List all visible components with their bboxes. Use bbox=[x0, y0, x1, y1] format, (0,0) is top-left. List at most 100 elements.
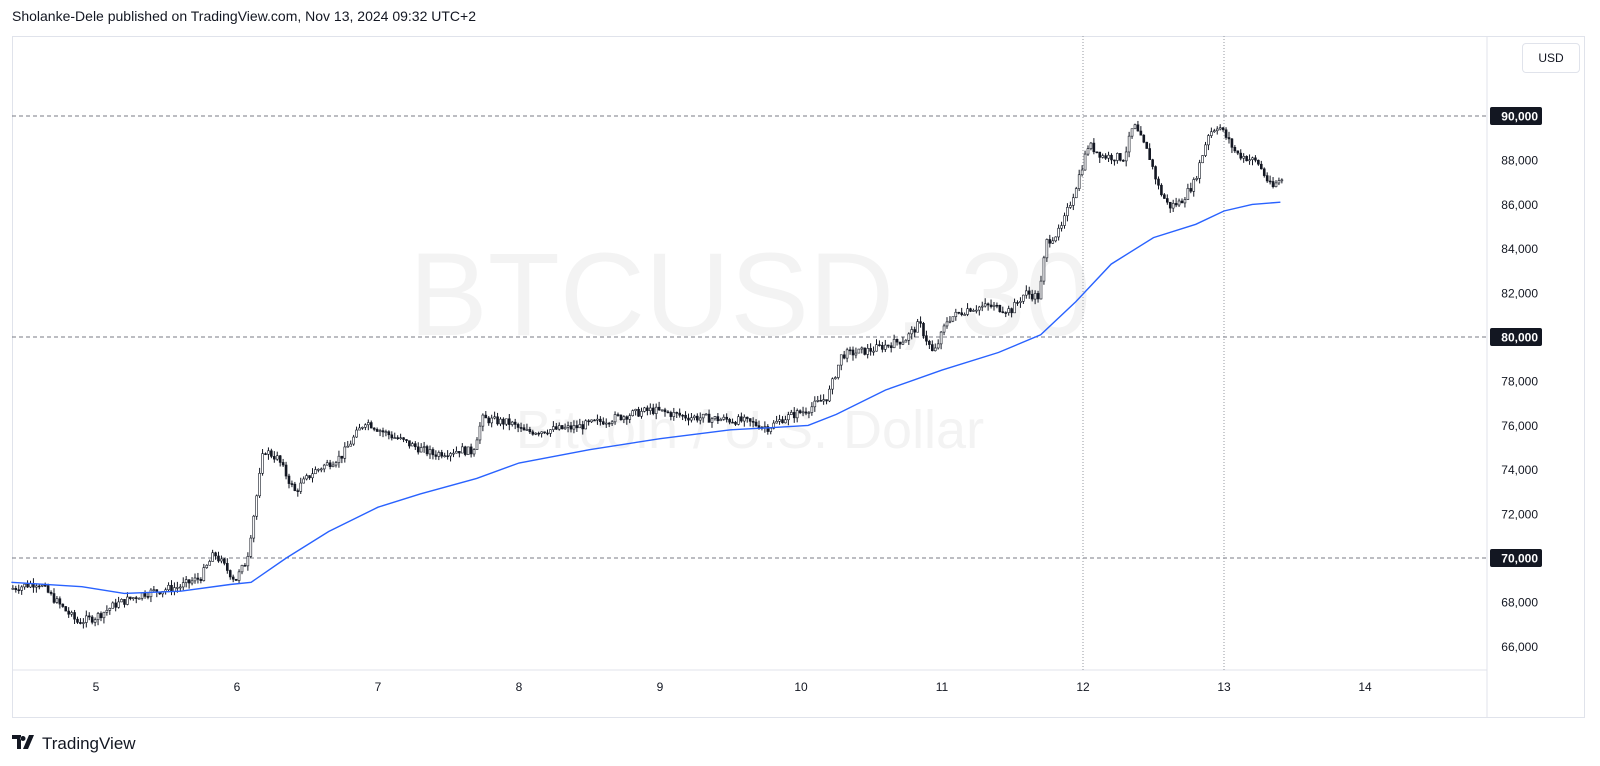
candle-up bbox=[901, 341, 905, 345]
candle-down bbox=[669, 412, 673, 417]
candle-down bbox=[434, 454, 438, 457]
candle-up bbox=[1195, 178, 1198, 180]
candle-down bbox=[402, 437, 405, 440]
candle-down bbox=[998, 305, 1002, 313]
candle-up bbox=[801, 411, 805, 414]
moving-average bbox=[11, 201, 1281, 595]
chart-frame[interactable] bbox=[12, 36, 1585, 718]
candle-up bbox=[220, 558, 223, 562]
candle-down bbox=[913, 329, 916, 333]
candle-up bbox=[660, 409, 664, 412]
candle-down bbox=[716, 416, 720, 422]
candle-down bbox=[196, 577, 200, 580]
candle-up bbox=[1127, 135, 1131, 153]
candle-down bbox=[293, 483, 297, 491]
candle-up bbox=[1274, 182, 1278, 188]
price-tick-label: 66,000 bbox=[1501, 640, 1538, 654]
candle-down bbox=[414, 443, 417, 448]
candle-down bbox=[960, 312, 963, 315]
candle-up bbox=[505, 418, 508, 425]
candle-up bbox=[255, 495, 258, 517]
candle-down bbox=[869, 348, 872, 352]
candle-up bbox=[552, 426, 555, 430]
candle-up bbox=[1054, 236, 1057, 242]
candle-down bbox=[898, 341, 902, 345]
candle-down bbox=[531, 431, 535, 435]
candle-down bbox=[1245, 156, 1248, 162]
candle-down bbox=[851, 349, 855, 356]
candle-up bbox=[352, 436, 355, 445]
candle-up bbox=[267, 450, 270, 455]
candle-up bbox=[1069, 205, 1072, 208]
candle-up bbox=[813, 400, 817, 408]
grid-lines bbox=[12, 36, 1487, 670]
candle-up bbox=[1210, 131, 1213, 136]
candle-up bbox=[951, 316, 955, 322]
candle-down bbox=[1168, 201, 1172, 209]
candle-up bbox=[534, 432, 538, 435]
candle-down bbox=[1166, 198, 1169, 203]
candle-up bbox=[1072, 197, 1075, 206]
candle-up bbox=[978, 306, 981, 311]
candle-down bbox=[878, 344, 881, 347]
candle-up bbox=[572, 425, 576, 430]
candle-up bbox=[472, 449, 476, 455]
candle-down bbox=[1145, 141, 1149, 149]
candle-up bbox=[566, 425, 570, 428]
candle-up bbox=[320, 468, 323, 471]
candle-up bbox=[152, 589, 156, 591]
currency-button[interactable]: USD bbox=[1522, 43, 1580, 73]
candle-down bbox=[231, 576, 235, 580]
candle-up bbox=[834, 377, 837, 380]
level-label: 80,000 bbox=[1501, 331, 1538, 345]
candle-up bbox=[892, 338, 896, 349]
candle-down bbox=[555, 426, 558, 430]
candle-up bbox=[1019, 300, 1022, 303]
candle-up bbox=[334, 462, 338, 466]
candle-down bbox=[607, 422, 611, 425]
candle-down bbox=[1104, 155, 1107, 159]
candle-up bbox=[1280, 179, 1284, 182]
candle-up bbox=[23, 583, 26, 588]
time-tick-label: 12 bbox=[1076, 680, 1090, 694]
candle-up bbox=[1248, 159, 1251, 162]
candle-down bbox=[560, 425, 564, 430]
candle-down bbox=[290, 483, 294, 485]
candle-up bbox=[1077, 174, 1081, 189]
candle-down bbox=[296, 490, 300, 492]
candle-up bbox=[237, 571, 241, 581]
candle-up bbox=[1042, 257, 1046, 282]
watermark-symbol: BTCUSD, 30 bbox=[409, 229, 1091, 361]
candle-down bbox=[416, 446, 420, 453]
candle-down bbox=[1189, 188, 1193, 192]
candle-up bbox=[584, 420, 587, 430]
candle-up bbox=[179, 586, 182, 589]
candle-down bbox=[781, 419, 784, 424]
candle-down bbox=[1163, 194, 1166, 199]
candle-down bbox=[886, 344, 890, 347]
level-label-bg bbox=[1490, 328, 1542, 346]
candle-down bbox=[569, 425, 573, 430]
candle-down bbox=[1048, 239, 1052, 244]
watermark-description: Bitcoin / U.S. Dollar bbox=[516, 400, 984, 460]
tradingview-brand[interactable]: TradingView bbox=[12, 733, 136, 754]
candle-down bbox=[804, 411, 808, 414]
candle-down bbox=[931, 344, 934, 352]
price-tick-label: 86,000 bbox=[1501, 198, 1538, 212]
candle-down bbox=[284, 464, 288, 477]
candle-up bbox=[1057, 227, 1060, 238]
candle-up bbox=[831, 378, 834, 390]
candle-up bbox=[305, 475, 308, 480]
candle-up bbox=[649, 407, 652, 412]
price-tick-label: 88,000 bbox=[1501, 154, 1538, 168]
candle-down bbox=[678, 412, 681, 416]
candle-up bbox=[839, 354, 843, 366]
candle-down bbox=[76, 618, 79, 623]
candle-up bbox=[828, 388, 831, 402]
candle-down bbox=[425, 446, 429, 455]
candle-up bbox=[176, 587, 179, 589]
candle-up bbox=[1198, 162, 1201, 179]
candle-down bbox=[114, 602, 117, 608]
candle-up bbox=[275, 455, 279, 460]
